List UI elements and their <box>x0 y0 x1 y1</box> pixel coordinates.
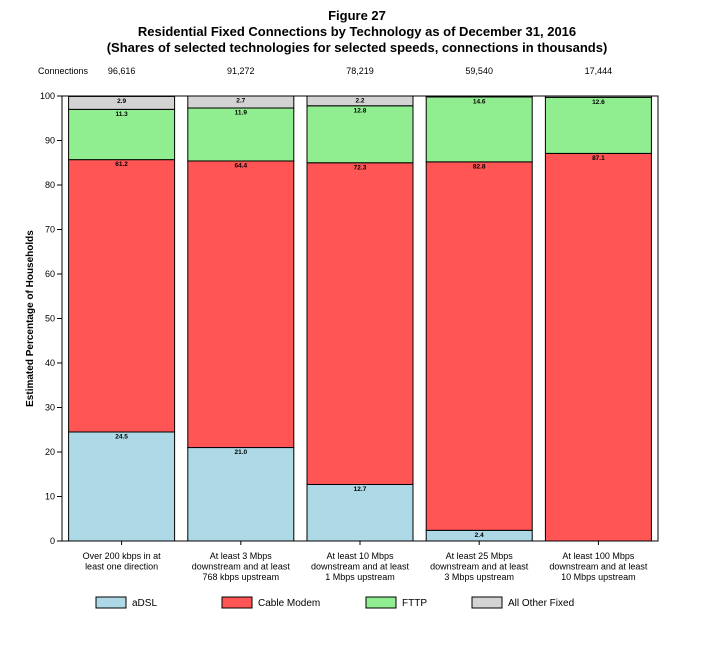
data-label: 87.1 <box>592 155 605 162</box>
y-tick-label: 60 <box>45 269 55 279</box>
data-label: 11.9 <box>235 110 248 117</box>
connections-value: 78,219 <box>346 66 374 76</box>
bar-segment-fttp <box>544 96 652 154</box>
bar-segment-all-other-fixed <box>68 95 176 110</box>
data-label: 2.4 <box>475 532 484 539</box>
data-label: 72.3 <box>354 164 367 171</box>
legend-label: All Other Fixed <box>508 598 574 609</box>
legend-swatch <box>221 596 253 609</box>
x-tick-label: At least 100 Mbps downstream and at least… <box>549 551 648 582</box>
data-label: 64.4 <box>234 162 247 169</box>
data-label: 2.7 <box>236 98 245 105</box>
connections-value: 91,272 <box>227 66 255 76</box>
bar-segment-fttp <box>306 105 414 164</box>
bar-segment-all-other-fixed <box>306 95 414 107</box>
data-label: 61.2 <box>115 161 128 168</box>
data-label: 14.6 <box>473 98 486 105</box>
bar-segment-fttp <box>425 96 533 163</box>
x-tick-label: At least 3 Mbps downstream and at least 76… <box>192 551 291 582</box>
x-tick-label: At least 10 Mbps downstream and at least 1… <box>311 551 410 582</box>
connections-value: 96,616 <box>108 66 136 76</box>
bar-segment-fttp <box>68 108 176 161</box>
data-label: 2.9 <box>117 98 126 105</box>
y-tick-label: 100 <box>40 91 55 101</box>
y-tick-label: 80 <box>45 180 55 190</box>
y-axis-label: Estimated Percentage of Households <box>25 230 36 407</box>
bar-segment-adsl <box>187 447 295 542</box>
y-tick-label: 10 <box>45 492 55 502</box>
bar-segment-all-other-fixed <box>544 95 652 98</box>
bar-segment-all-other-fixed <box>187 95 295 109</box>
bar-segment-cable-modem <box>544 152 652 542</box>
legend-label: FTTP <box>402 598 427 609</box>
x-tick-label: At least 25 Mbps downstream and at least 3… <box>430 551 529 582</box>
bar-segment-all-other-fixed <box>425 95 533 98</box>
bar-segment-cable-modem <box>68 159 176 433</box>
x-tick-label: Over 200 kbps in at least one direction <box>83 551 162 572</box>
bar-segment-adsl <box>68 431 176 542</box>
connections-value: 17,444 <box>585 66 613 76</box>
chart-subtitle: (Shares of selected technologies for sel… <box>106 40 608 55</box>
legend-swatch <box>471 596 503 609</box>
figure-label: Figure 27 <box>328 8 386 23</box>
data-label: 12.6 <box>592 99 605 106</box>
legend-swatch <box>365 596 397 609</box>
data-label: 12.7 <box>354 486 367 493</box>
data-label: 12.8 <box>354 107 367 114</box>
bar-segment-cable-modem <box>187 160 295 449</box>
chart-title-block: Figure 27 Residential Fixed Connections … <box>0 8 714 56</box>
data-label: 11.3 <box>115 111 128 118</box>
y-tick-label: 0 <box>50 536 55 546</box>
y-tick-label: 40 <box>45 358 55 368</box>
legend-swatch <box>95 596 127 609</box>
y-tick-label: 20 <box>45 447 55 457</box>
y-tick-label: 90 <box>45 136 55 146</box>
bar-segment-cable-modem <box>306 162 414 485</box>
y-tick-label: 70 <box>45 225 55 235</box>
data-label: 21.0 <box>234 449 247 456</box>
bar-segment-cable-modem <box>425 161 533 531</box>
y-tick-label: 30 <box>45 403 55 413</box>
connections-value: 59,540 <box>465 66 493 76</box>
data-label: 2.2 <box>355 98 364 105</box>
data-label: 24.5 <box>115 433 128 440</box>
chart-title: Residential Fixed Connections by Technol… <box>137 24 577 39</box>
data-label: 82.8 <box>473 163 486 170</box>
y-tick-label: 50 <box>45 314 55 324</box>
legend-label: Cable Modem <box>258 598 320 609</box>
connections-label: Connections <box>38 66 89 76</box>
legend-label: aDSL <box>132 598 157 609</box>
